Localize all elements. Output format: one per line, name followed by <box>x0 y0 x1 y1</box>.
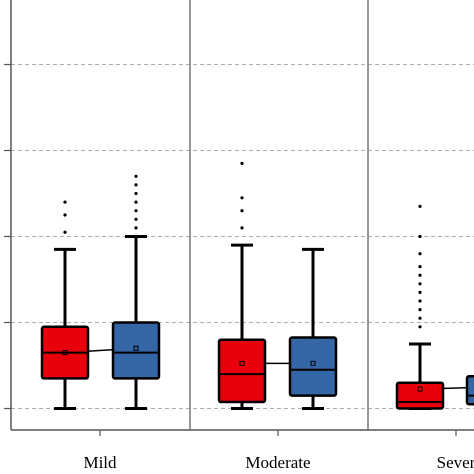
box-1 <box>465 375 474 406</box>
category-label: Moderate <box>245 453 310 472</box>
outlier-point <box>134 174 138 178</box>
mean-marker <box>239 360 245 366</box>
outlier-point <box>240 161 244 165</box>
mean-marker <box>133 345 139 351</box>
boxes <box>40 161 474 410</box>
iqr-box <box>465 375 474 406</box>
mean-marker <box>310 360 316 366</box>
box-1 <box>288 247 338 410</box>
outlier-point <box>240 226 244 230</box>
outlier-point <box>134 200 138 204</box>
outlier-point <box>418 299 422 303</box>
outlier-point <box>418 290 422 294</box>
outlier-point <box>134 191 138 196</box>
iqr-box <box>395 381 445 410</box>
outlier-point <box>240 209 244 213</box>
outlier-point <box>418 265 422 269</box>
outlier-point <box>418 325 422 329</box>
outlier-point <box>418 252 422 256</box>
plot-frame <box>4 0 474 436</box>
outlier-point <box>418 316 422 320</box>
iqr-box <box>288 336 338 397</box>
category-label: Sever <box>437 453 474 472</box>
box-0 <box>217 161 267 410</box>
category-labels: Mild Moderate Sever <box>83 453 474 472</box>
box-0 <box>395 204 445 410</box>
outlier-point <box>418 308 422 312</box>
outlier-point <box>418 273 422 277</box>
outlier-point <box>240 196 244 200</box>
outlier-point <box>134 209 138 213</box>
iqr-box <box>217 338 267 404</box>
outlier-point <box>63 213 67 217</box>
outlier-point <box>134 226 138 230</box>
outlier-point <box>63 200 67 204</box>
outlier-point <box>418 282 422 286</box>
outlier-point <box>63 230 67 234</box>
category-label: Mild <box>83 453 117 472</box>
mean-marker <box>62 350 68 356</box>
outlier-point <box>418 234 422 239</box>
outlier-point <box>134 217 138 221</box>
box-1 <box>111 174 161 410</box>
box-0 <box>40 200 90 410</box>
outlier-point <box>418 204 422 208</box>
mean-marker <box>417 386 423 392</box>
outlier-point <box>134 183 138 187</box>
